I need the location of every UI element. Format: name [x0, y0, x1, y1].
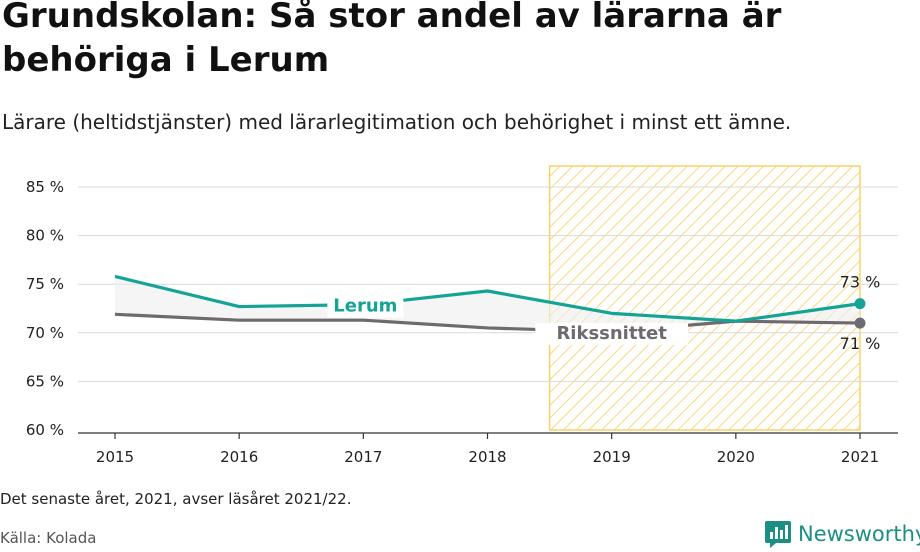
- y-tick-label: 80 %: [26, 227, 64, 245]
- source-note: Källa: Kolada: [0, 529, 97, 547]
- end-value-label-rikssnittet: 71 %: [840, 334, 881, 353]
- newsworthy-logo: Newsworthy: [764, 518, 920, 550]
- series-line-lerum: [114, 274, 861, 323]
- end-value-label-lerum: 73 %: [840, 273, 881, 292]
- series-label-lerum-bg: [327, 295, 404, 318]
- x-tick-label: 2016: [220, 448, 258, 466]
- chart-title: Grundskolan: Så stor andel av lärarna är…: [2, 0, 782, 80]
- y-tick-label: 85 %: [26, 178, 64, 196]
- bar-chart-icon: [765, 521, 791, 548]
- series-line-lerum-end-point: [854, 298, 866, 310]
- series-label-rikssnittet-bg: [535, 322, 689, 345]
- y-tick-label: 65 %: [26, 372, 64, 390]
- x-tick-label: 2020: [717, 448, 755, 466]
- x-tick-label: 2018: [468, 448, 506, 466]
- x-tick-label: 2021: [841, 448, 879, 466]
- footnote: Det senaste året, 2021, avser läsåret 20…: [0, 490, 352, 508]
- series-label-rikssnittet: Rikssnittet: [556, 323, 667, 344]
- chart-subtitle: Lärare (heltidstjänster) med lärarlegiti…: [2, 110, 792, 134]
- x-tick-label: 2017: [344, 448, 382, 466]
- y-tick-label: 60 %: [26, 421, 64, 439]
- x-tick-label: 2019: [593, 448, 631, 466]
- highlight-period: [548, 165, 861, 431]
- x-tick-label: 2015: [96, 448, 134, 466]
- brand-name: Newsworthy: [798, 522, 920, 546]
- y-tick-label: 75 %: [26, 275, 64, 293]
- series-line-rikssnittet-end-point: [854, 317, 866, 329]
- series-label-lerum: Lerum: [333, 296, 397, 317]
- y-tick-label: 70 %: [26, 324, 64, 342]
- line-chart: 60 % 65 % 70 % 75 % 80 % 85 % 2015 2016 2017 2018…: [26, 165, 898, 466]
